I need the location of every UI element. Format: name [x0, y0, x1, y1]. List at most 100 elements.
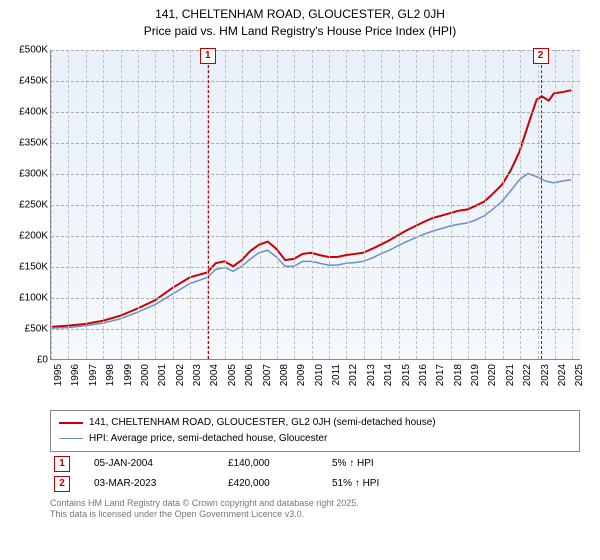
x-tick-label: 1998 — [105, 364, 116, 386]
gridline-v — [451, 50, 452, 359]
gridline-v — [103, 50, 104, 359]
y-tick-label: £350K — [0, 137, 48, 148]
x-tick-label: 2017 — [435, 364, 446, 386]
gridline-v — [538, 50, 539, 359]
x-tick-label: 2001 — [157, 364, 168, 386]
gridline-h — [51, 50, 580, 51]
sale-row: 2 03-MAR-2023 £420,000 51% ↑ HPI — [50, 472, 580, 492]
gridline-v — [416, 50, 417, 359]
sale-badge: 2 — [54, 476, 70, 492]
gridline-v — [399, 50, 400, 359]
gridline-v — [294, 50, 295, 359]
credits-line-2: This data is licensed under the Open Gov… — [50, 509, 580, 521]
x-tick-label: 2013 — [366, 364, 377, 386]
chart-title: 141, CHELTENHAM ROAD, GLOUCESTER, GL2 0J… — [0, 0, 600, 44]
gridline-h — [51, 112, 580, 113]
y-tick-label: £500K — [0, 44, 48, 55]
y-tick-label: £250K — [0, 199, 48, 210]
gridline-v — [86, 50, 87, 359]
gridline-h — [51, 174, 580, 175]
sales-table: 105-JAN-2004£140,0005% ↑ HPI203-MAR-2023… — [50, 452, 580, 492]
x-tick-label: 2015 — [401, 364, 412, 386]
x-tick-label: 2003 — [192, 364, 203, 386]
legend-swatch-1 — [59, 422, 83, 424]
sale-date: 03-MAR-2023 — [94, 478, 204, 489]
y-tick-label: £150K — [0, 261, 48, 272]
gridline-h — [51, 205, 580, 206]
gridline-v — [346, 50, 347, 359]
sale-price: £420,000 — [228, 478, 308, 489]
x-tick-label: 2023 — [540, 364, 551, 386]
gridline-v — [190, 50, 191, 359]
gridline-v — [121, 50, 122, 359]
credits-line-1: Contains HM Land Registry data © Crown c… — [50, 498, 580, 510]
y-tick-label: £50K — [0, 323, 48, 334]
x-tick-label: 2000 — [140, 364, 151, 386]
title-subtitle: Price paid vs. HM Land Registry's House … — [8, 23, 592, 40]
x-tick-label: 2007 — [262, 364, 273, 386]
gridline-v — [520, 50, 521, 359]
y-tick-label: £300K — [0, 168, 48, 179]
legend-row-1: 141, CHELTENHAM ROAD, GLOUCESTER, GL2 0J… — [59, 415, 571, 431]
gridline-v — [433, 50, 434, 359]
gridline-v — [225, 50, 226, 359]
sale-badge: 1 — [54, 456, 70, 472]
title-address: 141, CHELTENHAM ROAD, GLOUCESTER, GL2 0J… — [8, 6, 592, 23]
gridline-v — [503, 50, 504, 359]
sale-delta: 51% ↑ HPI — [332, 478, 442, 489]
x-tick-label: 2021 — [505, 364, 516, 386]
x-tick-label: 2022 — [522, 364, 533, 386]
x-tick-label: 1995 — [53, 364, 64, 386]
plot-area — [50, 50, 580, 360]
gridline-v — [364, 50, 365, 359]
gridline-v — [260, 50, 261, 359]
x-tick-label: 2009 — [296, 364, 307, 386]
legend-label-1: 141, CHELTENHAM ROAD, GLOUCESTER, GL2 0J… — [89, 415, 436, 431]
sale-price: £140,000 — [228, 458, 308, 469]
gridline-v — [555, 50, 556, 359]
gridline-v — [138, 50, 139, 359]
sale-marker-line — [208, 50, 209, 359]
legend-row-2: HPI: Average price, semi-detached house,… — [59, 431, 571, 447]
x-tick-label: 2025 — [574, 364, 585, 386]
x-tick-label: 2005 — [227, 364, 238, 386]
x-tick-label: 2004 — [209, 364, 220, 386]
gridline-h — [51, 143, 580, 144]
chart-area: £0£50K£100K£150K£200K£250K£300K£350K£400… — [0, 44, 600, 404]
x-tick-label: 2020 — [487, 364, 498, 386]
x-tick-label: 2014 — [383, 364, 394, 386]
x-tick-label: 2019 — [470, 364, 481, 386]
gridline-h — [51, 236, 580, 237]
x-tick-label: 2006 — [244, 364, 255, 386]
x-tick-label: 1997 — [88, 364, 99, 386]
sale-marker-badge: 2 — [533, 48, 549, 64]
gridline-v — [277, 50, 278, 359]
x-tick-label: 2010 — [314, 364, 325, 386]
gridline-v — [329, 50, 330, 359]
sale-delta: 5% ↑ HPI — [332, 458, 442, 469]
gridline-v — [381, 50, 382, 359]
sale-marker-line — [541, 50, 542, 359]
y-tick-label: £100K — [0, 292, 48, 303]
gridline-v — [51, 50, 52, 359]
x-tick-label: 2024 — [557, 364, 568, 386]
x-tick-label: 2008 — [279, 364, 290, 386]
legend-label-2: HPI: Average price, semi-detached house,… — [89, 431, 327, 447]
y-tick-label: £450K — [0, 75, 48, 86]
gridline-v — [68, 50, 69, 359]
x-tick-label: 1996 — [70, 364, 81, 386]
gridline-v — [173, 50, 174, 359]
gridline-h — [51, 81, 580, 82]
sale-marker-badge: 1 — [200, 48, 216, 64]
x-tick-label: 2016 — [418, 364, 429, 386]
x-tick-label: 2002 — [175, 364, 186, 386]
legend-swatch-2 — [59, 438, 83, 439]
gridline-v — [155, 50, 156, 359]
x-tick-label: 2012 — [348, 364, 359, 386]
y-tick-label: £0 — [0, 354, 48, 365]
x-tick-label: 2011 — [331, 364, 342, 386]
sale-row: 105-JAN-2004£140,0005% ↑ HPI — [50, 452, 580, 472]
x-tick-label: 1999 — [123, 364, 134, 386]
x-tick-label: 2018 — [453, 364, 464, 386]
gridline-v — [572, 50, 573, 359]
